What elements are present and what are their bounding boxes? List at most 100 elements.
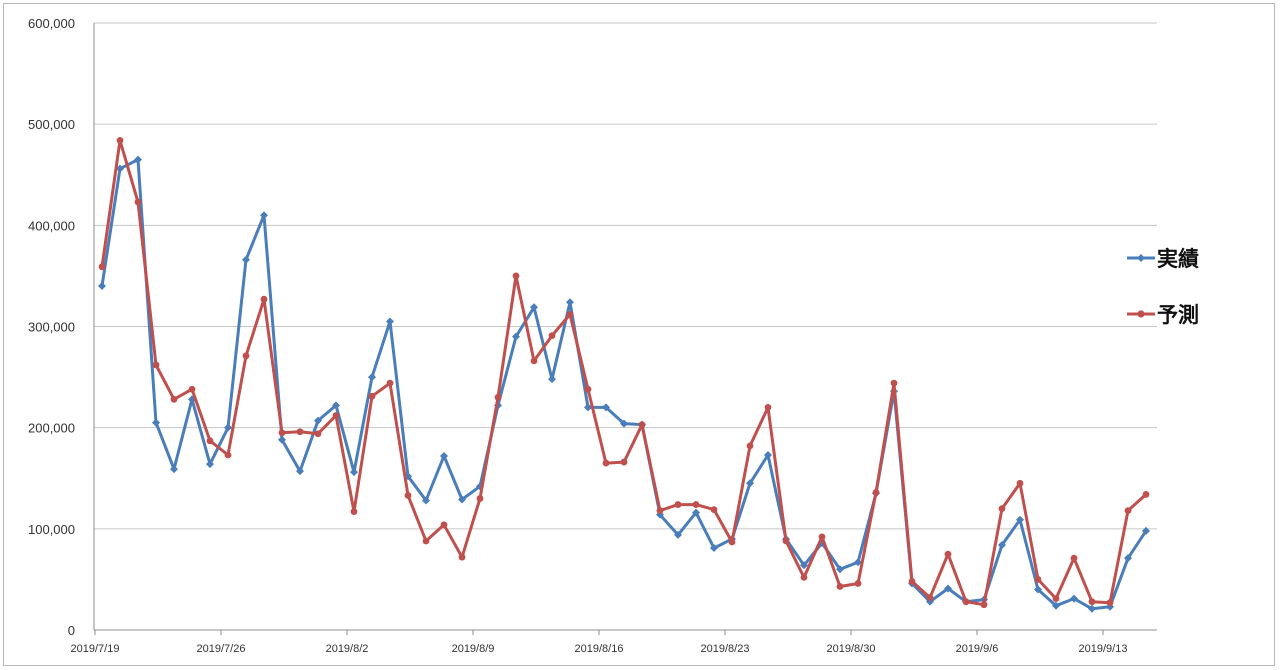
y-tick-label: 0 bbox=[68, 623, 75, 638]
data-point bbox=[602, 459, 610, 467]
data-point bbox=[1088, 604, 1096, 613]
data-point bbox=[656, 510, 664, 519]
data-point bbox=[710, 544, 718, 553]
data-point bbox=[944, 550, 952, 558]
data-point bbox=[494, 393, 502, 401]
y-tick-label: 600,000 bbox=[28, 16, 75, 31]
x-tick-label: 2019/8/30 bbox=[827, 643, 876, 655]
data-point bbox=[350, 508, 358, 516]
data-point bbox=[584, 403, 592, 412]
data-point bbox=[854, 558, 862, 567]
data-point bbox=[1016, 479, 1024, 487]
data-point bbox=[620, 419, 628, 428]
x-tick-label: 2019/8/23 bbox=[701, 643, 750, 655]
data-point bbox=[386, 317, 394, 326]
data-point bbox=[602, 403, 610, 412]
x-tick-label: 2019/8/9 bbox=[452, 643, 495, 655]
data-point bbox=[674, 501, 682, 508]
data-point bbox=[458, 553, 466, 561]
series-line-1 bbox=[100, 158, 1148, 611]
data-point bbox=[620, 458, 628, 466]
data-point bbox=[764, 404, 772, 411]
data-point bbox=[512, 332, 520, 341]
data-point bbox=[548, 332, 556, 340]
data-point bbox=[1124, 507, 1132, 515]
data-point bbox=[764, 450, 772, 459]
data-point bbox=[1070, 594, 1078, 603]
series-line-2 bbox=[100, 138, 1148, 607]
data-point bbox=[1070, 554, 1078, 562]
data-point bbox=[746, 442, 754, 450]
data-point bbox=[872, 489, 880, 496]
data-point bbox=[404, 492, 412, 499]
x-tick-label: 2019/9/6 bbox=[956, 643, 999, 655]
data-point bbox=[332, 412, 340, 419]
data-point bbox=[692, 508, 700, 517]
data-point bbox=[1016, 515, 1024, 524]
data-point bbox=[260, 295, 268, 303]
data-point bbox=[224, 451, 232, 459]
data-point bbox=[134, 198, 142, 206]
data-point bbox=[1088, 598, 1096, 606]
data-point bbox=[800, 573, 808, 581]
data-point bbox=[926, 594, 934, 602]
data-point bbox=[782, 537, 790, 545]
data-point bbox=[962, 598, 970, 606]
data-point bbox=[1124, 554, 1132, 563]
data-point bbox=[296, 467, 304, 476]
data-point bbox=[728, 538, 736, 546]
data-point bbox=[656, 507, 664, 515]
data-point bbox=[422, 537, 430, 545]
data-point bbox=[206, 460, 214, 469]
data-point bbox=[422, 496, 430, 505]
x-tick-label: 2019/7/19 bbox=[71, 643, 120, 655]
data-point bbox=[116, 136, 124, 144]
y-tick-label: 500,000 bbox=[28, 117, 75, 132]
data-point bbox=[296, 428, 304, 436]
data-point bbox=[368, 392, 376, 400]
data-point bbox=[800, 561, 808, 570]
data-point bbox=[1052, 595, 1060, 603]
data-point bbox=[458, 495, 466, 504]
data-point bbox=[152, 361, 160, 369]
data-point bbox=[530, 357, 538, 365]
data-point bbox=[854, 580, 862, 587]
data-point bbox=[890, 379, 898, 387]
x-tick-label: 2019/8/2 bbox=[326, 643, 369, 655]
y-tick-label: 400,000 bbox=[28, 218, 75, 233]
data-point bbox=[998, 541, 1006, 550]
data-point bbox=[548, 375, 556, 384]
data-point bbox=[170, 465, 178, 474]
data-point bbox=[1142, 526, 1150, 535]
data-point bbox=[314, 430, 322, 438]
data-point bbox=[242, 255, 250, 264]
data-point bbox=[1106, 599, 1114, 607]
data-point bbox=[710, 506, 718, 514]
legend-marker bbox=[1137, 310, 1145, 318]
data-point bbox=[980, 601, 988, 609]
data-point bbox=[1034, 576, 1042, 583]
data-point bbox=[512, 272, 520, 280]
data-point bbox=[746, 479, 754, 488]
data-point bbox=[440, 451, 448, 460]
legend-label: 実績 bbox=[1157, 247, 1199, 271]
data-point bbox=[638, 421, 646, 429]
data-point bbox=[260, 211, 268, 220]
data-point bbox=[566, 298, 574, 307]
data-point bbox=[836, 565, 844, 574]
chart-frame bbox=[3, 3, 1275, 666]
data-point bbox=[836, 583, 844, 590]
data-point bbox=[98, 282, 106, 291]
data-point bbox=[998, 505, 1006, 512]
x-tick-label: 2019/7/26 bbox=[197, 643, 246, 655]
data-point bbox=[1034, 585, 1042, 594]
data-point bbox=[1142, 491, 1150, 498]
data-point bbox=[944, 584, 952, 593]
data-point bbox=[476, 495, 484, 502]
data-point bbox=[584, 385, 592, 393]
y-tick-label: 100,000 bbox=[28, 522, 75, 537]
data-point bbox=[278, 429, 286, 437]
data-point bbox=[134, 155, 142, 164]
y-tick-label: 300,000 bbox=[28, 320, 75, 335]
